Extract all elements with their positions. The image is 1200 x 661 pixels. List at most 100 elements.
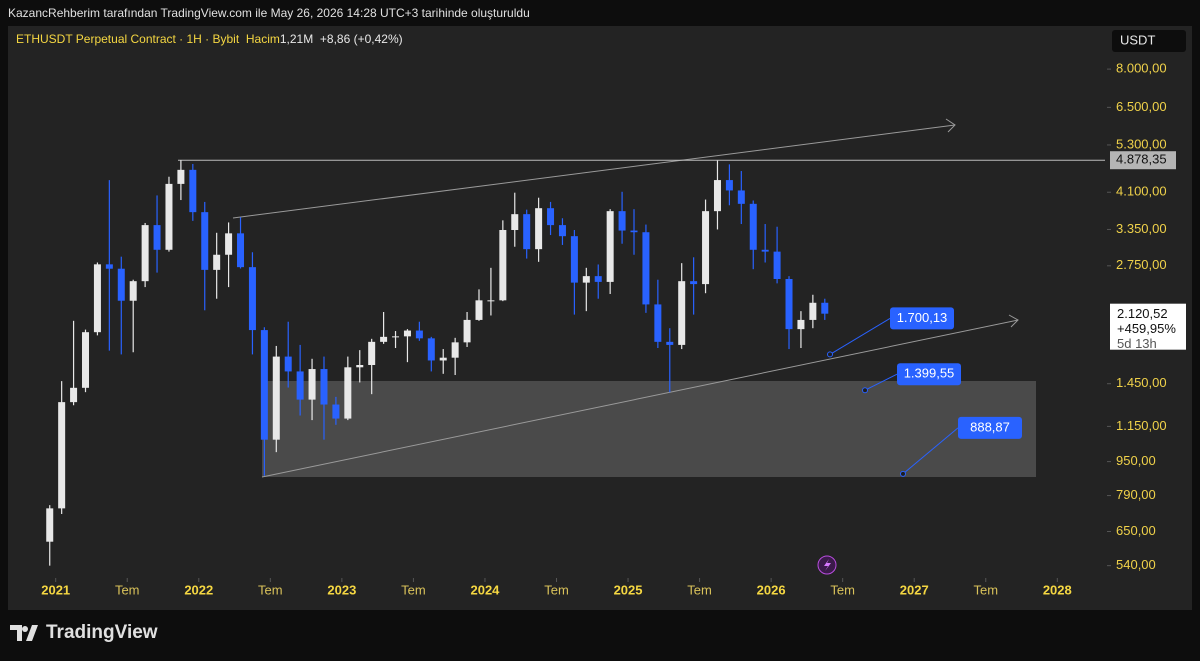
candle-body (58, 402, 66, 509)
annotation-label: 888,87 (970, 419, 1010, 434)
y-tick-label: 3.350,00 (1116, 221, 1167, 236)
candle-body (582, 276, 590, 283)
x-tick-label: Tem (115, 582, 140, 597)
header-text: KazancRehberim tarafından TradingView.co… (8, 6, 530, 20)
candle-body (702, 211, 710, 285)
candle-body (773, 251, 781, 279)
candle-body (439, 357, 447, 361)
x-tick-label: 2027 (900, 582, 929, 597)
annotation-box (897, 363, 961, 386)
candle-body (797, 319, 805, 330)
candle-body (117, 268, 125, 301)
candle-body (606, 211, 614, 282)
candle-body (487, 300, 495, 302)
y-tick-label: 4.100,00 (1116, 184, 1167, 199)
trend-upper (232, 124, 956, 219)
candle-body (666, 341, 674, 345)
level-label: 4.878,35 (1116, 152, 1167, 167)
candle-body (237, 233, 245, 268)
candle-body (523, 214, 531, 250)
candle-body (201, 212, 209, 270)
candle-body (177, 169, 185, 184)
y-tick-label: 540,00 (1116, 557, 1156, 572)
x-tick-label: 2026 (757, 582, 786, 597)
candle-body (129, 281, 137, 301)
x-tick-label: 2028 (1043, 582, 1072, 597)
candle-body (189, 169, 197, 213)
candle-body (570, 236, 578, 283)
x-tick-label: Tem (973, 582, 998, 597)
last-change: +459,95% (1117, 321, 1176, 336)
last-price: 2.120,52 (1117, 306, 1168, 321)
candle-body (82, 332, 90, 388)
y-tick-label: 790,00 (1116, 487, 1156, 502)
candle-body (403, 330, 411, 337)
candle-body (642, 232, 650, 305)
x-tick-label: Tem (687, 582, 712, 597)
candle-body (427, 338, 435, 361)
brand-name: TradingView (46, 622, 158, 643)
annotation-point (862, 387, 868, 394)
annotation-label: 1.399,55 (904, 366, 955, 381)
x-tick-label: 2022 (184, 582, 213, 597)
candle-body (105, 264, 113, 269)
annotation-point (900, 470, 906, 477)
x-tick-label: 2021 (41, 582, 70, 597)
candle-body (308, 369, 316, 400)
candle-body (296, 371, 304, 400)
annotation-label: 1.700,13 (897, 310, 948, 325)
candle-body (785, 278, 793, 330)
annotation-box (890, 307, 954, 330)
x-tick-label: 2024 (470, 582, 500, 597)
annotation-box (958, 416, 1022, 439)
volume-label: Hacim (245, 32, 280, 46)
arrow-head (945, 118, 956, 133)
candle-body (594, 276, 602, 282)
candle-body (225, 233, 233, 255)
x-tick-label: Tem (401, 582, 426, 597)
chart-panel (8, 26, 1192, 610)
y-tick-label: 1.450,00 (1116, 375, 1167, 390)
candle-body (153, 225, 161, 250)
brand-logo (10, 625, 38, 641)
trend-lower (261, 319, 1019, 478)
candle-body (415, 330, 423, 339)
candle-body (284, 356, 292, 372)
x-tick-label: 2023 (327, 582, 356, 597)
candle-body (272, 356, 280, 440)
candle-body (749, 203, 757, 250)
countdown: 5d 13h (1117, 336, 1157, 351)
change: +8,86 (+0,42%) (319, 32, 403, 46)
candle-body (737, 190, 745, 204)
arrow-head (1008, 314, 1019, 328)
annotation-point (827, 351, 833, 358)
level-box (1110, 151, 1176, 170)
candle-body (618, 211, 626, 231)
legend: ETHUSDT Perpetual Contract · 1H · Bybit … (16, 32, 403, 46)
candle-body (654, 304, 662, 342)
y-tick-label: 950,00 (1116, 453, 1156, 468)
candle-body (499, 230, 507, 301)
candle-body (356, 364, 364, 368)
x-tick-label: Tem (258, 582, 283, 597)
y-tick-label: 650,00 (1116, 523, 1156, 538)
candle-body (678, 281, 686, 345)
candle-body (70, 387, 78, 403)
event-bolt (824, 559, 831, 571)
candle-body (380, 336, 388, 342)
candle-body (368, 341, 376, 365)
annotation-leader (902, 427, 959, 475)
candle-body (725, 180, 733, 191)
candle-body (332, 404, 340, 419)
y-tick-label: 8.000,00 (1116, 61, 1167, 76)
currency-box (1112, 30, 1186, 52)
candle-body (248, 267, 256, 331)
candle-body (141, 225, 149, 282)
candle-body (547, 208, 555, 226)
annotation-leader (864, 373, 898, 391)
last-price-box (1110, 303, 1186, 350)
brand: TradingView (10, 622, 158, 644)
candle-body (165, 183, 173, 250)
